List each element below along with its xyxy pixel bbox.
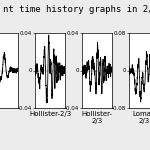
X-axis label: LomaP
2/3: LomaP 2/3: [132, 111, 150, 124]
Text: nt time history graphs in 2/3: nt time history graphs in 2/3: [3, 4, 150, 14]
X-axis label: Hollister-2/3: Hollister-2/3: [29, 111, 71, 117]
X-axis label: Hollister-
2/3: Hollister- 2/3: [81, 111, 112, 124]
